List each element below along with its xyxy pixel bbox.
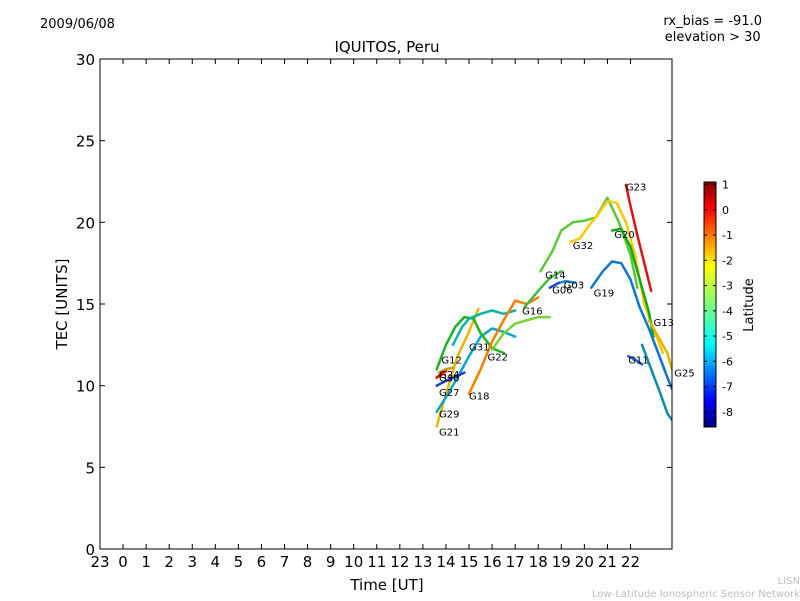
series-g06-line <box>548 281 561 289</box>
series-label: G13 <box>654 318 674 329</box>
x-axis-label: Time [UT] <box>349 576 423 594</box>
x-tick-label: 7 <box>280 553 290 571</box>
colorbar-tick-label: -3 <box>722 280 733 293</box>
x-tick-label: 18 <box>529 553 548 571</box>
x-tick-label: 16 <box>483 553 502 571</box>
series-g29-line <box>435 327 517 414</box>
x-tick-label: 22 <box>621 553 640 571</box>
series-label: G18 <box>469 392 489 403</box>
x-tick-label: 5 <box>234 553 244 571</box>
series-g24-line <box>437 366 455 374</box>
colorbar-tick-label: 0 <box>722 204 729 217</box>
credit-line-1: LISN <box>777 576 800 587</box>
colorbar-ticks: 1 0 -1 -2 -3 -4 -5 -6 -7 -8 <box>704 179 733 419</box>
lisn-credit: LISN Low-Latitude Ionospheric Sensor Net… <box>592 575 800 601</box>
series-g14-line <box>539 196 639 289</box>
x-tick-label: 19 <box>552 553 571 571</box>
y-tick-label: 25 <box>76 133 95 151</box>
series-label: G11 <box>628 356 648 367</box>
y-tick-label: 10 <box>76 378 95 396</box>
series-label: G12 <box>441 356 461 367</box>
x-tick-label: 13 <box>413 553 432 571</box>
colorbar-tick-label: -4 <box>722 305 733 318</box>
y-tick-label: 20 <box>76 214 95 232</box>
chart-title: IQUITOS, Peru <box>334 38 439 56</box>
y-axis: 0 5 10 15 20 25 30 <box>76 51 672 559</box>
rx-bias-label: rx_bias = -91.0 <box>663 14 762 29</box>
series-g22-line <box>490 315 552 351</box>
y-tick-label: 0 <box>85 541 95 559</box>
series-g32-line <box>569 199 665 355</box>
series-g27-line <box>435 371 466 387</box>
x-tick-label: 12 <box>390 553 409 571</box>
x-tick-label: 4 <box>211 553 221 571</box>
colorbar-tick-label: -8 <box>722 406 733 419</box>
series-label: G29 <box>439 409 459 420</box>
series-label: G16 <box>522 307 542 318</box>
date-label: 2009/06/08 <box>40 17 115 32</box>
series-g31-line <box>451 309 517 347</box>
x-tick-label: 0 <box>118 553 128 571</box>
series-label: G22 <box>488 352 508 363</box>
series-label: G24 <box>439 370 459 381</box>
x-tick-label: 6 <box>257 553 267 571</box>
x-tick-label: 23 <box>90 553 109 571</box>
series-label: G23 <box>626 182 646 193</box>
plot-frame <box>99 58 673 550</box>
y-axis-label: TEC [UNITS] <box>53 259 71 351</box>
series-label: G14 <box>545 271 565 282</box>
series-label: G06 <box>552 285 572 296</box>
credit-line-2: Low-Latitude Ionospheric Sensor Network <box>592 589 800 600</box>
x-tick-label: 8 <box>303 553 313 571</box>
x-tick-label: 2 <box>164 553 174 571</box>
colorbar: 1 0 -1 -2 -3 -4 -5 -6 -7 -8 Latitude <box>703 179 757 428</box>
x-tick-label: 9 <box>326 553 336 571</box>
series-label: G25 <box>674 369 694 380</box>
series-g30-line <box>435 369 448 379</box>
series-g11-line <box>626 355 644 366</box>
series-label: G27 <box>439 388 459 399</box>
series-label: G30 <box>439 374 459 385</box>
series-g19-line <box>590 260 672 391</box>
x-tick-label: 1 <box>141 553 151 571</box>
colorbar-tick-label: -2 <box>722 254 733 267</box>
colorbar-tick-label: -6 <box>722 355 733 368</box>
series-g13-line <box>647 319 672 371</box>
colorbar-gradient <box>703 181 717 428</box>
x-tick-label: 10 <box>344 553 363 571</box>
x-tick-label: 14 <box>436 553 455 571</box>
x-tick-label: 21 <box>598 553 617 571</box>
colorbar-tick-label: -7 <box>722 381 733 394</box>
x-tick-label: 11 <box>367 553 386 571</box>
series-label: G03 <box>564 280 584 291</box>
series-label: G19 <box>594 289 614 300</box>
series-label: G32 <box>573 241 593 252</box>
rx-info: rx_bias = -91.0 elevation > 30 <box>663 14 762 46</box>
x-tick-label: 20 <box>575 553 594 571</box>
colorbar-tick-label: -1 <box>722 229 733 242</box>
series-label: G21 <box>439 427 459 438</box>
series-label: G20 <box>614 230 634 241</box>
y-tick-label: 5 <box>85 459 95 477</box>
series-label: G31 <box>469 343 489 354</box>
x-tick-label: 17 <box>506 553 525 571</box>
series-layer <box>435 183 672 428</box>
series-g16-line <box>523 270 563 309</box>
y-tick-label: 30 <box>76 51 95 69</box>
series-g25-line <box>640 343 672 422</box>
x-axis: 23 0 1 2 3 4 5 6 7 8 9 10 11 12 13 14 15 16 17 18 19 20 21 22 <box>90 59 640 571</box>
series-g21-line <box>435 307 480 428</box>
series-g03-line <box>557 279 577 285</box>
y-tick-label: 15 <box>76 296 95 314</box>
x-tick-label: 15 <box>459 553 478 571</box>
series-g20-line <box>610 227 655 338</box>
colorbar-tick-label: 1 <box>722 179 729 192</box>
elevation-label: elevation > 30 <box>664 30 761 45</box>
series-g23-line <box>624 183 653 293</box>
colorbar-label: Latitude <box>742 278 757 332</box>
x-tick-label: 3 <box>187 553 197 571</box>
colorbar-tick-label: -5 <box>722 330 733 343</box>
